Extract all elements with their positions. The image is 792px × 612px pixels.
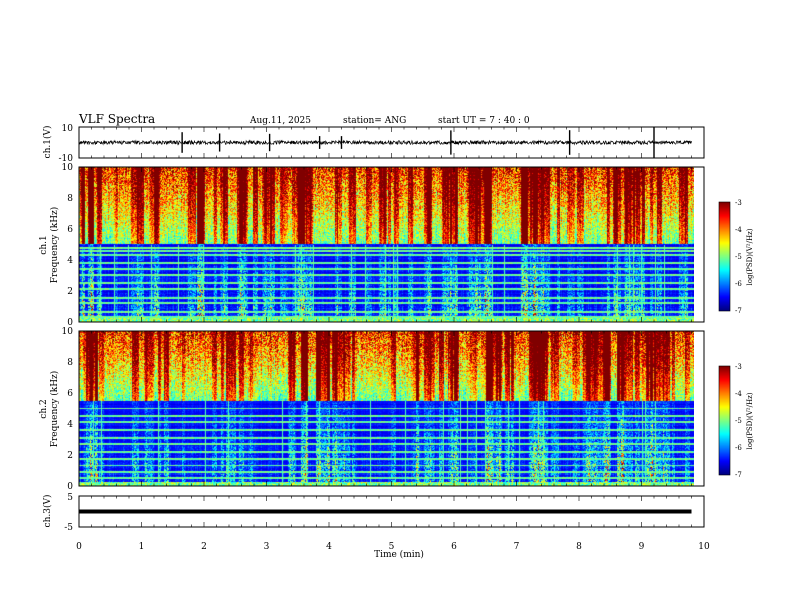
xtick-6: 6 [451, 542, 457, 552]
station-label: station= ANG [343, 116, 406, 126]
xtick-7: 7 [514, 542, 520, 552]
xtick-5: 5 [389, 542, 395, 552]
ch3-ytick-top: 5 [67, 493, 73, 503]
ch1-waveform-panel: 10 -10 ch.1(V) [42, 124, 705, 164]
xtick-8: 8 [576, 542, 582, 552]
ch1-colorbar [719, 202, 730, 311]
ch2-cbar-tick-m5: -5 [735, 417, 742, 425]
ch2-ytick-0: 0 [67, 482, 73, 492]
ch1-ytick-6: 6 [67, 225, 73, 235]
ch2-cbar-tick-m7: -7 [735, 471, 742, 479]
ch2-ytick-6: 6 [67, 389, 73, 399]
ch2-ytick-8: 8 [67, 358, 73, 368]
ch1-ytick-2: 2 [67, 287, 73, 297]
ch2-ytick-2: 2 [67, 451, 73, 461]
ch2-colorbar-label: log(PSD)(V²/Hz) [746, 392, 754, 449]
start-time-label: start UT = 7 : 40 : 0 [438, 116, 530, 126]
ch1-ytick-8: 8 [67, 194, 73, 204]
ch1-cbar-tick-m3: -3 [735, 199, 742, 207]
ch1-ytick-top: 10 [62, 124, 74, 134]
xtick-1: 1 [139, 542, 145, 552]
xtick-0: 0 [76, 542, 82, 552]
ch1-ytick-bottom: -10 [59, 154, 74, 164]
ch1-ytick-0: 0 [67, 318, 73, 328]
ch1-ytick-4: 4 [67, 256, 73, 266]
ch3-waveform-panel: 5 -5 ch.3(V) [42, 493, 705, 533]
date-label: Aug.11, 2025 [249, 116, 311, 126]
ch1-spectrogram-ylabel-freq: Frequency (kHz) [49, 207, 60, 284]
ch2-colorbar [719, 366, 730, 475]
ch2-spectrogram-image [79, 331, 694, 486]
ch1-ytick-10: 10 [62, 163, 74, 173]
ch1-ylabel: ch.1(V) [42, 126, 53, 159]
ch1-colorbar-label: log(PSD)(V²/Hz) [746, 228, 754, 285]
ch2-spectrogram-ylabel-freq: Frequency (kHz) [49, 371, 60, 448]
ch2-cbar-tick-m6: -6 [735, 444, 742, 452]
axis-tick-marks [78, 127, 705, 527]
x-axis-label: Time (min) [374, 549, 424, 560]
ch3-ytick-bottom: -5 [64, 523, 73, 533]
xtick-10: 10 [698, 542, 710, 552]
xtick-2: 2 [201, 542, 207, 552]
ch1-cbar-tick-m7: -7 [735, 307, 742, 315]
ch2-ytick-4: 4 [67, 420, 73, 430]
ch1-spectrogram-panel: 0 2 4 6 8 10 ch.1 Frequency (kHz) -3 -4 … [39, 163, 754, 328]
xtick-4: 4 [326, 542, 332, 552]
xtick-9: 9 [639, 542, 645, 552]
ch1-wave-trace [78, 139, 692, 146]
figure-title: VLF Spectra [78, 112, 155, 126]
ch3-ylabel: ch.3(V) [42, 495, 53, 528]
ch1-spectrogram-image [79, 167, 694, 322]
xtick-3: 3 [264, 542, 270, 552]
ch2-ytick-10: 10 [62, 327, 74, 337]
ch2-spectrogram-panel: 0 2 4 6 8 10 ch.2 Frequency (kHz) -3 -4 … [39, 327, 754, 492]
ch2-cbar-tick-m4: -4 [735, 390, 742, 398]
ch2-spectrogram-ylabel: ch.2 [39, 399, 49, 418]
ch1-cbar-tick-m5: -5 [735, 253, 742, 261]
ch1-spectrogram-yticks: 0 2 4 6 8 10 [62, 163, 74, 328]
ch2-cbar-tick-m3: -3 [735, 363, 742, 371]
time-axis: 0 1 2 3 4 5 6 7 8 9 10 [76, 542, 710, 552]
ch1-waveform-line [78, 127, 692, 158]
ch1-cbar-tick-m6: -6 [735, 280, 742, 288]
ch1-cbar-tick-m4: -4 [735, 226, 742, 234]
ch1-spectrogram-ylabel: ch.1 [39, 235, 49, 254]
